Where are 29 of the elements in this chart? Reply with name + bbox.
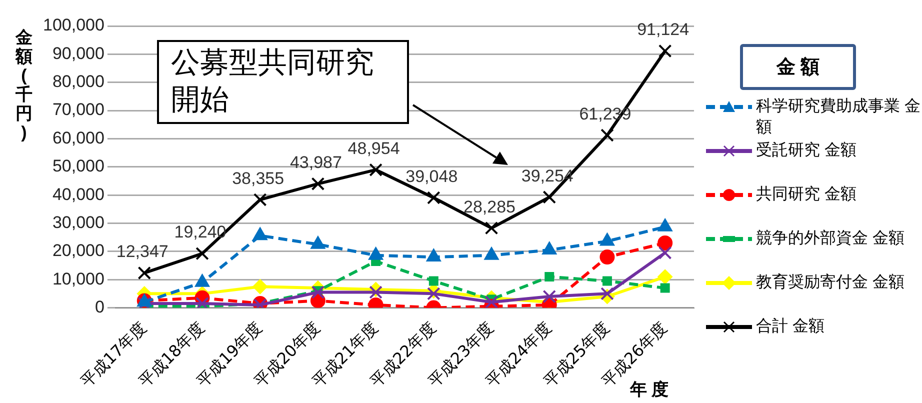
y-tick-label: 50,000 [52,156,104,176]
data-label: 91,124 [637,20,690,40]
y-tick-label: 0 [94,297,104,316]
y-tick-label: 10,000 [52,269,104,288]
annotation: 公募型共同研究開始 [157,40,409,124]
data-label: 38,355 [232,168,284,188]
data-label: 48,954 [348,139,400,158]
legend-label: 受託研究 金額 [756,140,856,161]
x-axis-title: 年 度 [630,379,669,401]
y-tick-label: 70,000 [52,100,104,120]
data-label: 39,048 [406,166,458,186]
y-tick-label: 20,000 [52,241,104,260]
legend-label: 科学研究費助成事業 金額 [756,96,922,138]
data-label: 28,285 [464,197,516,216]
legend-label: 教育奨励寄付金 金額 [756,272,904,293]
legend-label: 共同研究 金額 [756,184,856,205]
y-tick-label: 60,000 [52,128,104,148]
y-tick-label: 40,000 [52,184,104,204]
y-axis-title: 金額(千円) [14,28,34,142]
legend-title: 金 額 [740,44,856,90]
y-tick-label: 90,000 [52,44,104,63]
data-label: 19,240 [174,222,226,242]
y-tick-label: 30,000 [52,212,104,232]
legend-label: 競争的外部資金 金額 [756,228,904,249]
legend-label: 合計 金額 [756,316,824,337]
y-tick-label: 100,000 [43,16,104,35]
data-label: 12,347 [116,242,168,262]
data-label: 43,987 [290,153,342,172]
y-tick-label: 80,000 [52,72,104,92]
